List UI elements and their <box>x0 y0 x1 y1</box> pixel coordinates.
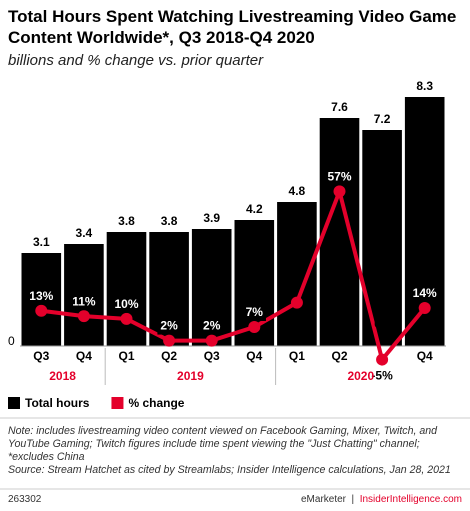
x-tick-label: Q3 <box>374 317 390 331</box>
line-point <box>290 296 303 309</box>
line-point <box>376 353 389 366</box>
label-bg <box>324 169 355 186</box>
line-point <box>35 304 48 317</box>
line-value-label: 13% <box>29 289 53 303</box>
source: Source: Stream Hatchet as cited by Strea… <box>8 464 451 476</box>
line-point <box>77 310 90 323</box>
bar <box>277 202 317 346</box>
x-group-label: 2019 <box>177 369 204 383</box>
line-point <box>418 302 431 315</box>
x-tick-label: Q3 <box>204 349 220 363</box>
bar <box>362 130 402 346</box>
bar-value-label: 7.2 <box>374 112 391 126</box>
line-value-label: 7% <box>246 305 264 319</box>
line-value-label: 14% <box>413 286 437 300</box>
line-point <box>163 334 176 347</box>
x-tick-label: Q1 <box>289 349 305 363</box>
footer-brand: eMarketer | InsiderIntelligence.com <box>300 494 462 505</box>
bar-value-label: 4.2 <box>246 202 263 216</box>
bar <box>106 232 147 346</box>
chart-subtitle: billions and % change vs. prior quarter <box>8 52 264 69</box>
x-tick-label: Q4 <box>246 349 262 363</box>
line-point <box>120 312 133 325</box>
brand: eMarketer <box>300 494 346 505</box>
note-block: Note: includes livestreaming video conte… <box>8 425 463 477</box>
label-bg <box>200 318 224 335</box>
x-tick-label: Q2 <box>331 349 347 363</box>
line-value-label: 2% <box>160 319 178 333</box>
legend-swatch <box>8 397 20 409</box>
bar-value-label: 8.3 <box>416 79 433 93</box>
bar-value-label: 7.6 <box>331 100 348 114</box>
x-tick-label: Q1 <box>118 349 134 363</box>
label-bg <box>157 318 181 335</box>
line-point <box>333 185 346 198</box>
line <box>41 189 427 362</box>
y-tick-label: 0 <box>8 334 15 348</box>
x-tick-label: Q4 <box>417 349 433 363</box>
line-value-label: 2% <box>203 319 221 333</box>
label-bg <box>111 296 142 313</box>
label-bg <box>409 286 440 303</box>
bar-value-label: 3.4 <box>76 226 93 240</box>
x-tick-label: Q3 <box>33 349 49 363</box>
legend-label: % change <box>128 396 184 410</box>
label-bg <box>242 305 266 322</box>
bar-value-label: 4.8 <box>289 184 306 198</box>
line-value-label: 11% <box>72 294 96 308</box>
chart-id: 263302 <box>8 494 42 505</box>
note: Note: includes livestreaming video conte… <box>8 425 438 463</box>
x-group-label: 2018 <box>49 369 76 383</box>
legend-label: Total hours <box>25 396 90 410</box>
label-bg <box>26 288 57 305</box>
line-point <box>248 321 261 334</box>
legend-swatch <box>111 397 124 409</box>
label-bg <box>69 294 99 311</box>
x-tick-label: Q4 <box>76 349 92 363</box>
bar-value-label: 3.9 <box>203 211 220 225</box>
bar-value-label: 3.8 <box>118 214 135 228</box>
x-tick-label: Q2 <box>161 349 177 363</box>
bar-value-label: 3.8 <box>161 214 178 228</box>
line-value-label: 57% <box>327 170 351 184</box>
line-point <box>205 334 218 347</box>
bar <box>319 118 360 346</box>
bar-value-label: 3.1 <box>33 235 50 249</box>
line-value-label: 16% <box>285 312 309 326</box>
line-value-label: 10% <box>114 297 138 311</box>
brand-site: InsiderIntelligence.com <box>359 494 462 505</box>
line-value-label: -5% <box>371 369 393 383</box>
x-group-label: 2020 <box>347 369 374 383</box>
chart-title: Total Hours Spent Watching Livestreaming… <box>8 7 457 47</box>
